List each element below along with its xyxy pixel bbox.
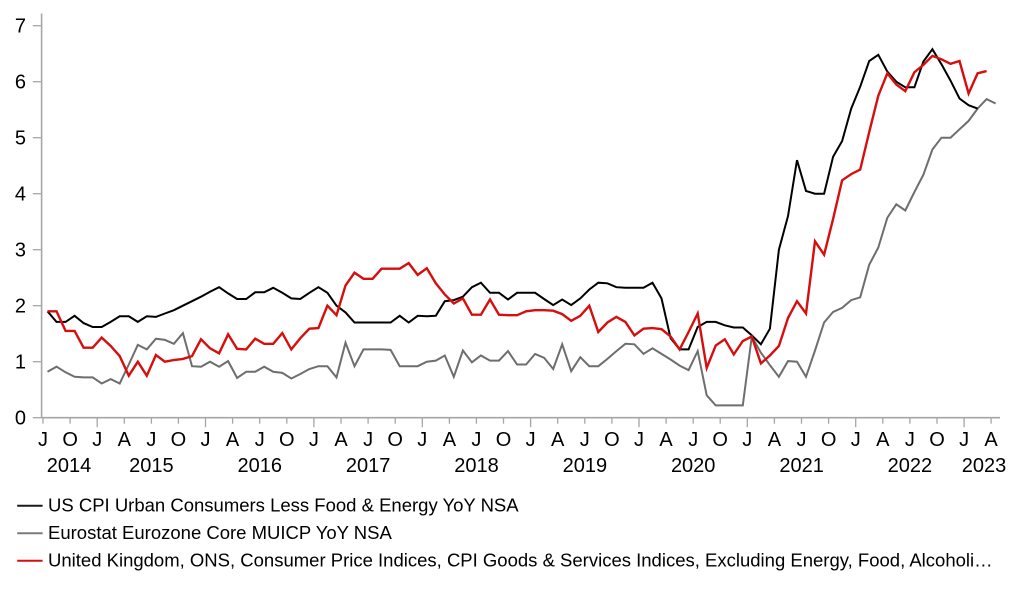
svg-text:2023: 2023 — [962, 455, 1007, 477]
svg-text:US CPI Urban Consumers Less Fo: US CPI Urban Consumers Less Food & Energ… — [48, 495, 519, 516]
svg-text:J: J — [526, 429, 536, 451]
svg-text:J: J — [363, 429, 373, 451]
svg-text:2015: 2015 — [129, 455, 174, 477]
svg-text:2019: 2019 — [563, 455, 608, 477]
svg-text:J: J — [201, 429, 211, 451]
svg-text:0: 0 — [15, 408, 26, 430]
svg-text:J: J — [634, 429, 644, 451]
svg-text:J: J — [309, 429, 319, 451]
svg-text:A: A — [443, 429, 457, 451]
svg-text:Eurostat Eurozone Core MUICP Y: Eurostat Eurozone Core MUICP YoY NSA — [48, 522, 392, 543]
svg-text:A: A — [118, 429, 132, 451]
svg-text:O: O — [712, 429, 728, 451]
svg-text:United Kingdom, ONS, Consumer: United Kingdom, ONS, Consumer Price Indi… — [48, 550, 993, 571]
svg-text:2021: 2021 — [779, 455, 824, 477]
svg-text:2022: 2022 — [888, 455, 933, 477]
svg-text:J: J — [255, 429, 265, 451]
svg-text:J: J — [742, 429, 752, 451]
svg-text:7: 7 — [15, 16, 26, 38]
svg-text:J: J — [959, 429, 969, 451]
svg-text:O: O — [62, 429, 78, 451]
svg-text:2020: 2020 — [671, 455, 716, 477]
svg-text:O: O — [387, 429, 403, 451]
svg-text:O: O — [496, 429, 512, 451]
svg-text:O: O — [604, 429, 620, 451]
svg-text:2: 2 — [15, 296, 26, 318]
svg-text:J: J — [92, 429, 102, 451]
svg-text:J: J — [471, 429, 481, 451]
svg-text:A: A — [768, 429, 782, 451]
svg-text:A: A — [876, 429, 890, 451]
svg-text:5: 5 — [15, 128, 26, 150]
svg-text:2017: 2017 — [346, 455, 391, 477]
svg-text:6: 6 — [15, 72, 26, 94]
svg-text:O: O — [929, 429, 945, 451]
svg-text:J: J — [38, 429, 48, 451]
svg-text:J: J — [905, 429, 915, 451]
svg-text:3: 3 — [15, 240, 26, 262]
svg-text:O: O — [171, 429, 187, 451]
svg-text:1: 1 — [15, 352, 26, 374]
svg-text:4: 4 — [15, 184, 26, 206]
svg-text:A: A — [551, 429, 565, 451]
svg-text:A: A — [334, 429, 348, 451]
svg-text:O: O — [821, 429, 837, 451]
svg-text:O: O — [279, 429, 295, 451]
svg-text:J: J — [688, 429, 698, 451]
svg-text:J: J — [851, 429, 861, 451]
svg-text:A: A — [984, 429, 998, 451]
svg-text:J: J — [580, 429, 590, 451]
svg-text:J: J — [797, 429, 807, 451]
svg-text:A: A — [226, 429, 240, 451]
svg-text:A: A — [659, 429, 673, 451]
svg-text:2014: 2014 — [47, 455, 92, 477]
svg-text:2018: 2018 — [454, 455, 499, 477]
svg-text:2016: 2016 — [238, 455, 283, 477]
svg-text:J: J — [417, 429, 427, 451]
svg-text:J: J — [146, 429, 156, 451]
